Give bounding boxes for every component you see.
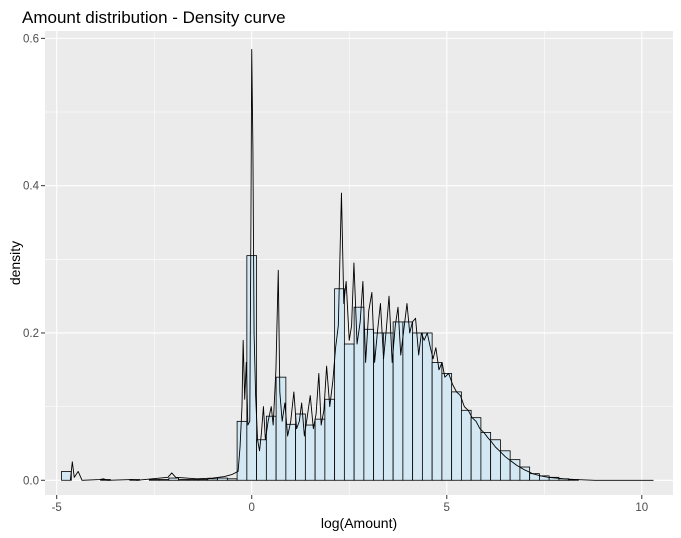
- histogram-bar: [334, 288, 345, 481]
- y-axis-label: density: [7, 241, 23, 285]
- histogram-bar: [490, 439, 501, 481]
- histogram-bar: [392, 321, 404, 481]
- x-axis-label: log(Amount): [321, 515, 397, 531]
- x-tick-label: 10: [635, 502, 648, 514]
- histogram-bar: [207, 478, 219, 481]
- histogram-bar: [324, 398, 336, 481]
- histogram-bar: [295, 413, 306, 481]
- histogram-bar: [148, 479, 160, 481]
- histogram-bar: [509, 459, 521, 481]
- histogram-bar: [412, 332, 423, 481]
- x-tick-label: 5: [444, 502, 450, 514]
- y-tick-label: 0.0: [23, 475, 39, 487]
- histogram-bar: [314, 418, 326, 481]
- chart-title: Amount distribution - Density curve: [22, 8, 286, 27]
- histogram-bar: [197, 479, 209, 481]
- histogram-bar: [226, 478, 238, 481]
- y-tick-label: 0.4: [23, 181, 40, 193]
- y-tick-label: 0.6: [23, 33, 39, 45]
- y-tick-label: 0.2: [23, 328, 39, 340]
- histogram-bar: [217, 477, 228, 481]
- histogram-bar: [431, 362, 443, 481]
- histogram-bar: [61, 471, 72, 481]
- histogram-bar: [451, 391, 462, 481]
- histogram-bars: [61, 255, 579, 481]
- histogram-bar: [168, 477, 179, 481]
- histogram-bar: [460, 409, 472, 481]
- x-tick-label: -5: [52, 502, 62, 514]
- histogram-bar: [343, 343, 355, 481]
- histogram-bar: [275, 376, 287, 481]
- x-axis-ticks: -5 0 5 10: [52, 495, 648, 514]
- histogram-bar: [402, 321, 414, 481]
- histogram-bar: [421, 332, 433, 481]
- histogram-bar: [519, 466, 531, 481]
- histogram-bar: [236, 420, 248, 481]
- histogram-bar: [256, 439, 267, 481]
- histogram-bar: [187, 479, 199, 481]
- density-curve: [69, 48, 654, 481]
- histogram-bar: [499, 450, 511, 481]
- histogram-bar: [178, 479, 189, 481]
- histogram-bar: [158, 479, 170, 481]
- y-axis-ticks: 0.0 0.2 0.4 0.6: [23, 33, 45, 487]
- histogram-bar: [304, 424, 316, 481]
- histogram-bar: [441, 373, 453, 481]
- x-tick-label: 0: [249, 502, 255, 514]
